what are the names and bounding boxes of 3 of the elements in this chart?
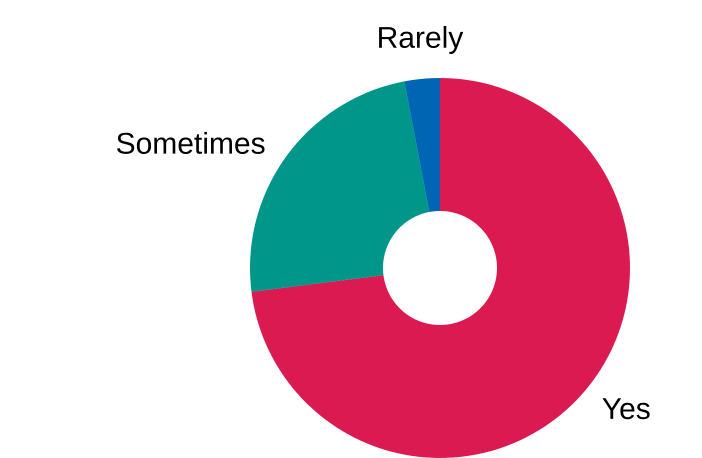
slice-label: Sometimes: [116, 132, 265, 154]
slice-label: Rarely: [379, 26, 464, 54]
slice-label: Yes: [602, 398, 650, 420]
